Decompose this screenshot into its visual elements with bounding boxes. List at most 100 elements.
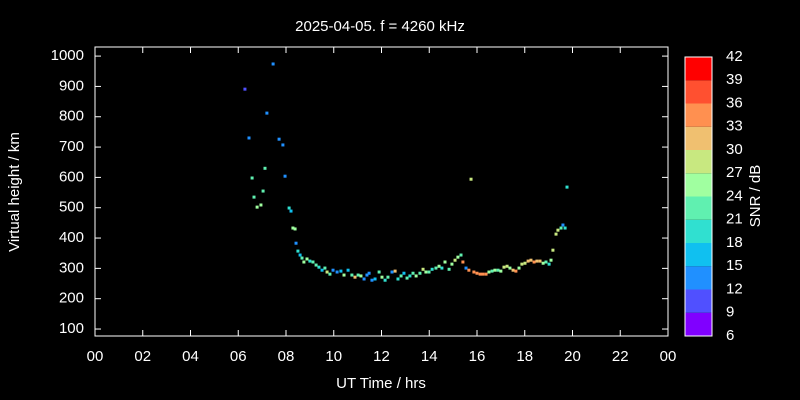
data-point	[287, 206, 291, 210]
data-point	[377, 270, 381, 274]
y-tick-label: 100	[59, 320, 84, 337]
x-tick-label: 22	[612, 348, 629, 365]
data-point	[434, 266, 438, 270]
y-tick-label: 600	[59, 168, 84, 185]
colorbar-tick-label: 18	[726, 234, 743, 251]
colorbar-tick-label: 15	[726, 257, 743, 274]
data-point	[511, 268, 515, 272]
data-point	[440, 266, 444, 270]
data-point	[386, 275, 390, 279]
data-point	[499, 269, 503, 273]
data-point	[243, 87, 247, 91]
x-tick-label: 20	[564, 348, 581, 365]
data-point	[380, 275, 384, 279]
x-tick-label: 00	[660, 348, 677, 365]
colorbar-tick-label: 6	[726, 327, 734, 344]
colorbar-tick-label: 12	[726, 280, 743, 297]
colorbar-tick-label: 42	[726, 48, 743, 65]
colorbar-segment	[685, 80, 712, 104]
colorbar-segment	[685, 219, 712, 243]
data-point	[346, 268, 350, 272]
data-point	[478, 272, 482, 276]
data-point	[293, 227, 297, 231]
data-point	[430, 267, 434, 271]
data-point	[544, 260, 548, 264]
data-point	[359, 274, 363, 278]
data-point	[255, 205, 259, 209]
data-point	[399, 274, 403, 278]
data-point	[475, 271, 479, 275]
colorbar-segment	[685, 312, 712, 336]
data-point	[308, 259, 312, 263]
y-tick-label: 400	[59, 229, 84, 246]
data-point	[529, 258, 533, 262]
data-point	[271, 62, 275, 66]
y-tick-label: 500	[59, 199, 84, 216]
x-tick-label: 08	[278, 348, 295, 365]
colorbar-tick-label: 36	[726, 94, 743, 111]
data-point	[469, 177, 473, 181]
data-point	[561, 223, 565, 227]
data-point	[547, 262, 551, 266]
data-point	[443, 260, 447, 264]
data-point	[541, 261, 545, 265]
data-point	[393, 269, 397, 273]
colorbar-segment	[685, 173, 712, 197]
colorbar-tick-label: 9	[726, 304, 734, 321]
data-point	[370, 278, 374, 282]
data-point	[456, 255, 460, 259]
data-point	[459, 253, 463, 257]
colorbar-segment	[685, 196, 712, 220]
data-point	[265, 111, 269, 115]
data-point	[314, 263, 318, 267]
data-point	[523, 261, 527, 265]
data-point	[247, 136, 251, 140]
data-point	[277, 137, 281, 141]
data-point	[487, 270, 491, 274]
data-point	[496, 268, 500, 272]
x-tick-label: 06	[230, 348, 247, 365]
data-point	[252, 195, 256, 199]
data-point	[402, 271, 406, 275]
data-point	[328, 272, 332, 276]
data-point	[342, 273, 346, 277]
data-point	[538, 259, 542, 263]
data-point	[517, 266, 521, 270]
data-point	[356, 273, 360, 277]
data-point	[289, 209, 293, 213]
data-point	[467, 268, 471, 272]
colorbar-segment	[685, 126, 712, 150]
data-point	[461, 260, 465, 264]
colorbar-segment	[685, 57, 712, 81]
data-point	[373, 277, 377, 281]
x-axis-label: UT Time / hrs	[336, 375, 426, 392]
x-tick-label: 10	[325, 348, 342, 365]
y-tick-label: 800	[59, 108, 84, 125]
data-point	[261, 189, 265, 193]
x-tick-label: 14	[421, 348, 438, 365]
data-point	[350, 273, 354, 277]
data-point	[305, 257, 309, 261]
y-tick-label: 900	[59, 77, 84, 94]
data-point	[502, 265, 506, 269]
data-point	[505, 264, 509, 268]
data-point	[535, 259, 539, 263]
chart-title: 2025-04-05. f = 4260 kHz	[295, 18, 465, 35]
colorbar-tick-label: 30	[726, 141, 743, 158]
y-axis-label: Virtual height / km	[6, 132, 23, 252]
x-tick-label: 18	[516, 348, 533, 365]
data-point	[362, 277, 366, 281]
data-point	[335, 270, 339, 274]
data-point	[294, 241, 298, 245]
data-point	[263, 166, 267, 170]
x-tick-label: 16	[469, 348, 486, 365]
data-point	[554, 232, 558, 236]
data-point	[291, 226, 295, 230]
data-point	[520, 262, 524, 266]
data-point	[408, 274, 412, 278]
colorbar-tick-label: 33	[726, 118, 743, 135]
data-point	[493, 268, 497, 272]
colorbar-tick-label: 24	[726, 187, 743, 204]
data-point	[367, 271, 371, 275]
